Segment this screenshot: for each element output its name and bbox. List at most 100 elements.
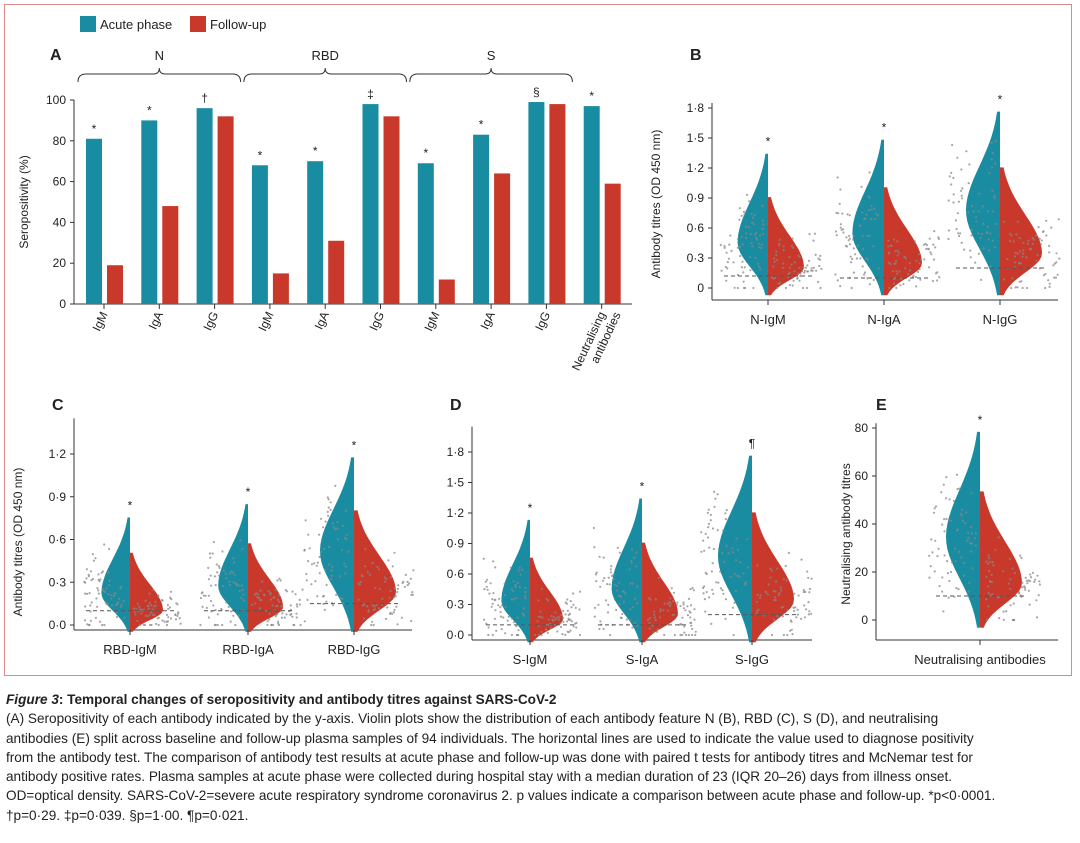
panel-b-point-acute: [725, 251, 728, 254]
panel-d-point-follow: [755, 612, 758, 615]
panel-d-point-acute: [487, 626, 490, 629]
panel-c-violin-follow: [354, 510, 396, 632]
panel-d-point-follow: [774, 596, 777, 599]
panel-c-point-follow: [278, 600, 281, 604]
panel-b-point-acute: [751, 245, 754, 248]
panel-b-point-acute: [755, 236, 758, 240]
panel-c-violin-follow: [130, 552, 163, 632]
panel-d-point-acute: [746, 538, 749, 541]
panel-c-point-acute: [221, 550, 224, 553]
panel-c-point-acute: [214, 623, 217, 627]
panel-d-point-follow: [759, 596, 762, 600]
panel-e-point-follow: [991, 593, 994, 596]
panel-d-point-follow: [562, 620, 565, 624]
panel-b-point-follow: [1025, 256, 1028, 259]
panel-b-point-follow: [806, 264, 809, 267]
panel-d-violin-acute: [718, 455, 752, 643]
panel-c-point-follow: [176, 614, 179, 618]
panel-b-point-acute: [740, 266, 744, 269]
panel-d-point-follow: [805, 608, 808, 611]
panel-c-point-acute: [91, 553, 94, 556]
panel-b-point-acute: [959, 232, 962, 235]
panel-b-point-follow: [799, 272, 802, 275]
panel-d-point-acute: [597, 603, 600, 606]
panel-c-point-acute: [303, 549, 306, 552]
panel-d-point-acute: [618, 581, 621, 584]
panel-d-point-acute: [636, 602, 639, 605]
panel-d-point-acute: [504, 606, 507, 609]
panel-d-point-acute: [633, 597, 636, 601]
panel-b-point-acute: [978, 192, 981, 195]
panel-b-point-acute: [870, 204, 873, 207]
panel-d-point-follow: [668, 604, 672, 608]
panel-c-point-acute: [344, 572, 347, 575]
panel-c-point-acute: [332, 604, 335, 607]
panel-b-point-acute: [759, 268, 762, 271]
panel-b-point-acute: [954, 219, 958, 222]
panel-c-point-follow: [285, 613, 288, 616]
figure-caption: Figure 3: Temporal changes of seropositi…: [6, 690, 1072, 825]
panel-b-point-follow: [1035, 259, 1038, 262]
panel-c-point-follow: [389, 589, 392, 593]
panel-b-point-acute: [985, 231, 988, 234]
panel-c-point-follow: [165, 623, 169, 627]
panel-b-point-acute: [736, 246, 740, 249]
panel-c-point-follow: [136, 602, 139, 605]
panel-c-point-acute: [327, 506, 330, 509]
panel-c-point-acute: [105, 587, 108, 590]
panel-e-point-acute: [948, 579, 951, 583]
panel-c-point-follow: [263, 594, 266, 597]
panel-b-point-acute: [959, 189, 963, 192]
panel-b-point-follow: [1042, 230, 1045, 233]
panel-d-point-acute: [714, 497, 717, 500]
panel-b-point-follow: [807, 270, 810, 273]
panel-b-point-follow: [1038, 237, 1041, 240]
panel-b-point-follow: [1021, 255, 1024, 258]
panel-d-point-follow: [683, 631, 686, 634]
panel-c-point-acute: [336, 527, 339, 530]
panel-d-point-acute: [521, 612, 524, 615]
panel-d-point-follow: [672, 600, 675, 603]
panel-b-point-acute: [872, 278, 875, 282]
panel-c-point-follow: [284, 589, 287, 592]
panel-c-point-follow: [375, 604, 378, 607]
panel-d-point-follow: [792, 606, 795, 609]
panel-b-point-acute: [967, 211, 970, 214]
panel-c-y-tick-label: 0·3: [49, 575, 67, 589]
panel-e-point-acute: [965, 511, 968, 514]
panel-c-point-follow: [140, 612, 143, 615]
panel-c-point-follow: [154, 604, 157, 607]
panel-c-point-follow: [377, 607, 380, 610]
panel-c-point-follow: [402, 580, 405, 583]
legend-swatch-follow: [190, 16, 206, 32]
panel-d-point-follow: [690, 621, 693, 625]
panel-d-point-follow: [540, 633, 543, 637]
panel-d-point-acute: [735, 537, 738, 540]
panel-b-point-follow: [782, 266, 785, 269]
panel-c-point-acute: [103, 543, 106, 546]
panel-b-point-acute: [744, 225, 748, 228]
panel-e-point-follow: [1029, 573, 1032, 576]
panel-c-point-acute: [241, 547, 244, 550]
panel-c-point-follow: [400, 616, 403, 619]
panel-b-point-acute: [991, 210, 995, 213]
panel-e-point-follow: [1027, 589, 1030, 592]
panel-b-point-acute: [957, 232, 960, 235]
panel-c-point-follow: [289, 613, 292, 617]
panel-a-x-tick-label: IgA: [478, 309, 498, 331]
panel-e-point-follow: [1009, 604, 1012, 607]
panel-b-point-follow: [793, 270, 796, 273]
panel-b-point-acute: [868, 234, 871, 237]
panel-b-point-acute: [738, 245, 742, 248]
panel-d-point-follow: [785, 579, 788, 582]
panel-b-point-follow: [934, 246, 937, 249]
panel-d-point-acute: [499, 615, 503, 618]
panel-e-point-follow: [1025, 579, 1028, 583]
panel-d-point-follow: [786, 609, 789, 612]
panel-d-point-follow: [655, 630, 659, 633]
panel-b-point-acute: [865, 213, 868, 216]
panel-d-point-acute: [708, 546, 711, 549]
panel-c-point-follow: [364, 548, 367, 551]
panel-c-point-acute: [326, 496, 329, 499]
panel-e-point-follow: [1007, 582, 1011, 585]
